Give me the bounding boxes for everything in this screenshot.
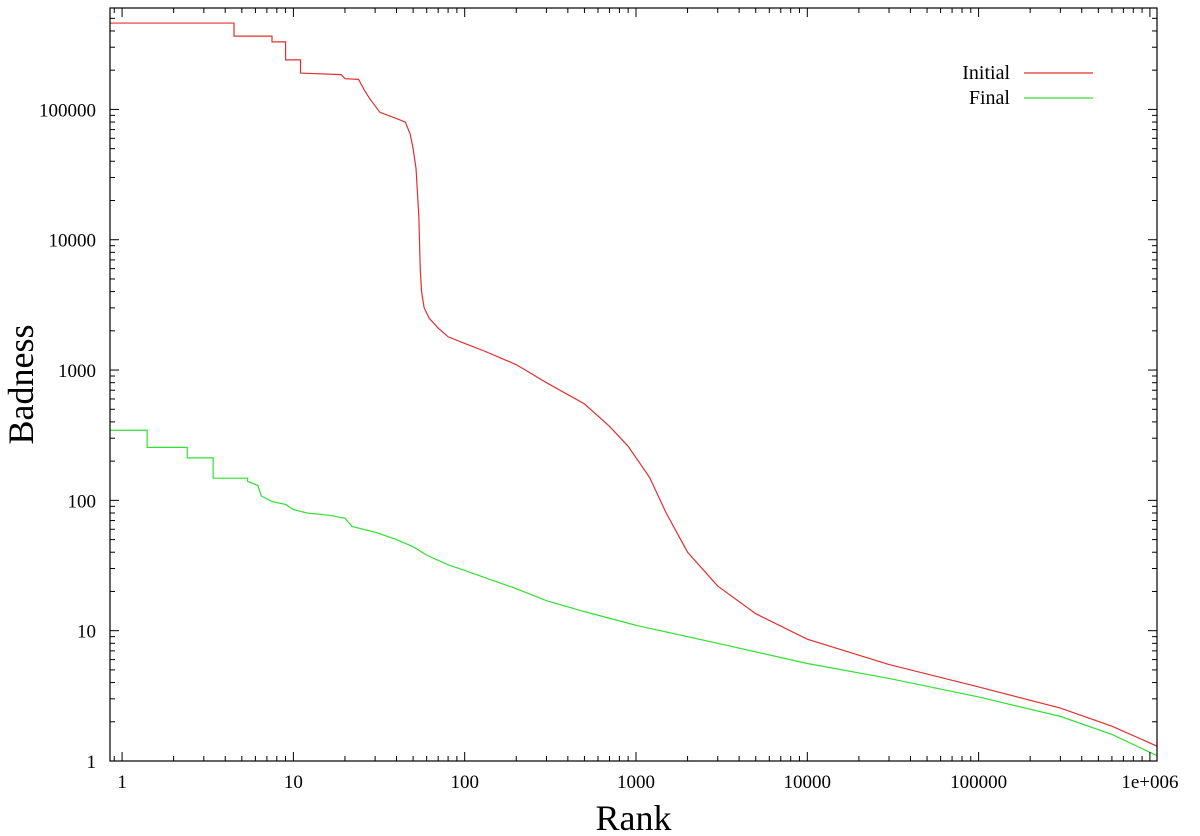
legend: Initial Final (962, 62, 1093, 109)
x-tick-label: 1 (117, 772, 127, 793)
series-line-initial (110, 22, 1157, 747)
x-tick-label: 10 (284, 772, 303, 793)
y-tick-label: 10000 (49, 231, 97, 252)
x-axis-title: Rank (596, 798, 672, 836)
y-tick-label: 1000 (58, 361, 96, 382)
y-axis-title: Badness (1, 325, 41, 445)
series-layer (110, 22, 1157, 757)
plot-frame (109, 7, 1158, 762)
y-tick-label: 10 (77, 622, 96, 643)
x-tick-label: 1000 (617, 772, 655, 793)
y-tick-label: 100000 (39, 100, 96, 121)
x-tick-label: 10000 (784, 772, 832, 793)
legend-label-final: Final (969, 87, 1011, 109)
series-line-final (110, 429, 1157, 757)
y-tick-label: 1 (87, 752, 97, 773)
x-tick-label: 100000 (950, 772, 1007, 793)
ticks-layer (110, 7, 1157, 762)
x-tick-label: 100 (450, 772, 479, 793)
legend-label-initial: Initial (962, 62, 1010, 84)
labels-layer: 1 10 100 1000 10000 100000 1e+006 1 10 100 1000 100… (39, 100, 1178, 793)
y-tick-label: 100 (68, 491, 97, 512)
x-tick-label: 1e+006 (1121, 772, 1178, 793)
